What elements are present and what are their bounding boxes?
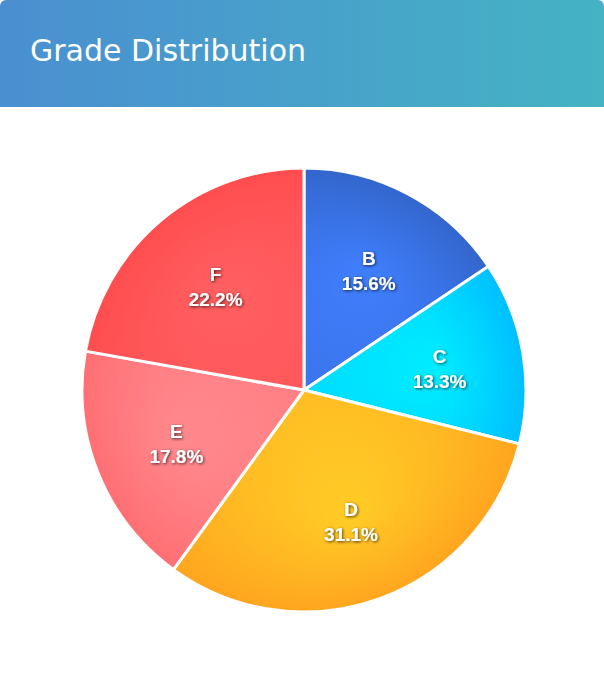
card: Grade Distribution B 15.6% C 13.3% D 31.1% E 17… <box>0 0 604 676</box>
slice-category: C <box>433 346 447 367</box>
slice-value: 22.2% <box>189 289 243 310</box>
slice-category: F <box>210 264 222 285</box>
slice-category: D <box>344 499 358 520</box>
chart-area: B 15.6% C 13.3% D 31.1% E 17.8% F 22.2% <box>0 107 604 676</box>
slice-label: C 13.3% <box>413 346 467 393</box>
slice-value: 15.6% <box>342 273 396 294</box>
data-labels: B 15.6% C 13.3% D 31.1% E 17.8% F 22.2% <box>149 248 466 545</box>
chart-title: Grade Distribution <box>30 33 306 68</box>
slice-value: 13.3% <box>413 371 467 392</box>
slice-label: E 17.8% <box>149 421 203 468</box>
slice-label: D 31.1% <box>324 499 378 546</box>
slice-category: E <box>170 421 183 442</box>
pie <box>82 168 526 612</box>
pie-slice <box>85 168 304 390</box>
slice-value: 17.8% <box>149 446 203 467</box>
chart-svg: B 15.6% C 13.3% D 31.1% E 17.8% F 22.2% <box>0 107 604 676</box>
header: Grade Distribution <box>0 0 604 107</box>
slice-value: 31.1% <box>324 524 378 545</box>
slice-label: F 22.2% <box>189 264 243 311</box>
slice-label: B 15.6% <box>342 248 396 295</box>
slice-category: B <box>362 248 376 269</box>
